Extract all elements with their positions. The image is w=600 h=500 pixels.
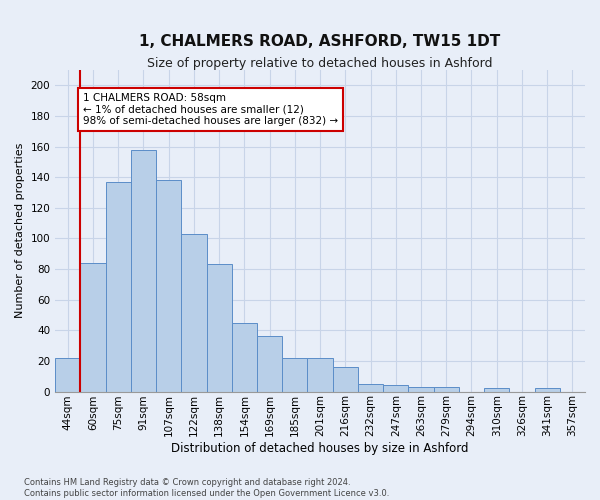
X-axis label: Distribution of detached houses by size in Ashford: Distribution of detached houses by size … [172, 442, 469, 455]
Bar [106, 182, 131, 392]
Title: Size of property relative to detached houses in Ashford: Size of property relative to detached ho… [148, 57, 493, 70]
Bar [80, 263, 106, 392]
Bar [434, 387, 459, 392]
Bar [409, 387, 434, 392]
Bar [282, 358, 307, 392]
Bar [383, 386, 409, 392]
Bar [181, 234, 206, 392]
Bar [484, 388, 509, 392]
Text: 1, CHALMERS ROAD, ASHFORD, TW15 1DT: 1, CHALMERS ROAD, ASHFORD, TW15 1DT [139, 34, 501, 49]
Bar [55, 358, 80, 392]
Bar [206, 264, 232, 392]
Bar [232, 322, 257, 392]
Bar [332, 367, 358, 392]
Text: Contains HM Land Registry data © Crown copyright and database right 2024.
Contai: Contains HM Land Registry data © Crown c… [24, 478, 389, 498]
Bar [307, 358, 332, 392]
Bar [358, 384, 383, 392]
Bar [535, 388, 560, 392]
Bar [257, 336, 282, 392]
Bar [156, 180, 181, 392]
Y-axis label: Number of detached properties: Number of detached properties [15, 143, 25, 318]
Bar [131, 150, 156, 392]
Text: 1 CHALMERS ROAD: 58sqm
← 1% of detached houses are smaller (12)
98% of semi-deta: 1 CHALMERS ROAD: 58sqm ← 1% of detached … [83, 93, 338, 126]
